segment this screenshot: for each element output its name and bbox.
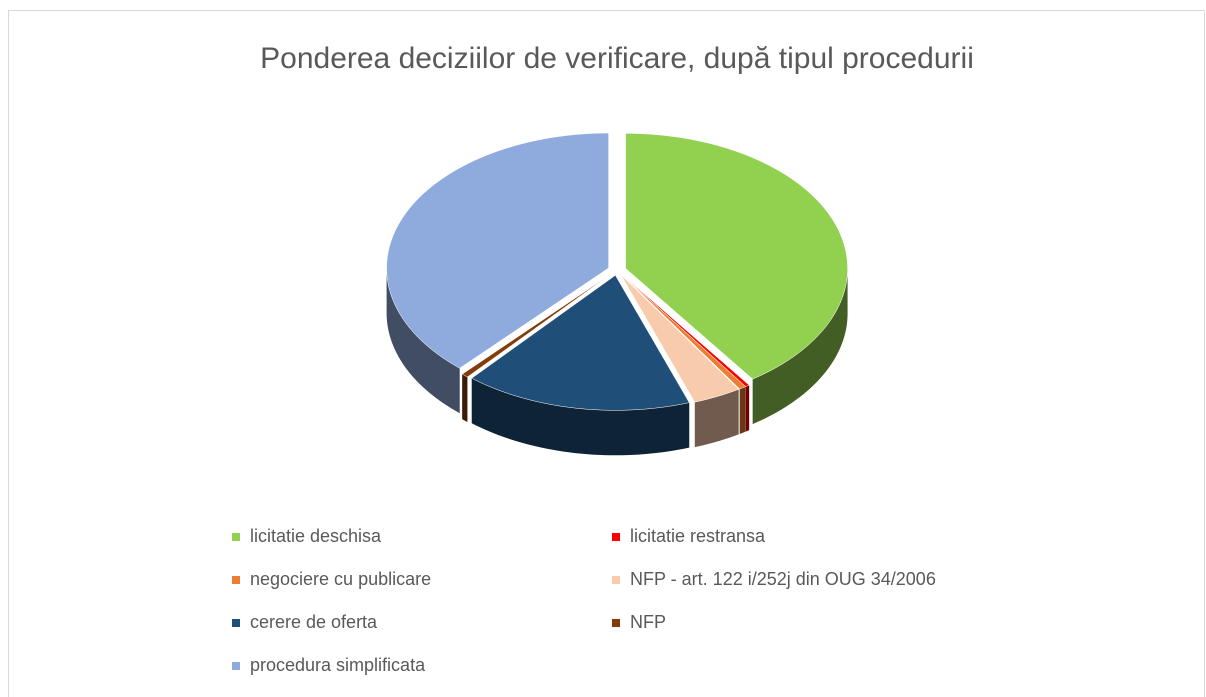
legend-label: licitatie restransa (630, 526, 766, 546)
slice-side (694, 389, 739, 448)
legend-label: cerere de oferta (250, 612, 378, 632)
slice-side (739, 386, 746, 434)
legend-swatch (232, 619, 240, 627)
slice-side (462, 374, 468, 422)
slice-side (386, 268, 460, 414)
legend-swatch (612, 576, 620, 584)
legend-label: negociere cu publicare (250, 569, 431, 589)
legend-label: NFP - art. 122 i/252j din OUG 34/2006 (630, 569, 936, 589)
legend-swatch (612, 619, 620, 627)
legend-label: licitatie deschisa (250, 526, 382, 546)
legend-label: NFP (630, 612, 666, 632)
slice (461, 273, 612, 378)
slice-side (745, 385, 750, 432)
slice (620, 274, 740, 403)
chart-title: Ponderea deciziilor de verificare, după … (260, 42, 974, 75)
legend-swatch (232, 662, 240, 670)
slice (471, 274, 690, 411)
slice-side (752, 268, 848, 425)
legend-swatch (232, 576, 240, 584)
legend-swatch (232, 533, 240, 541)
legend-swatch (612, 533, 620, 541)
slice (625, 133, 848, 380)
legend-label: procedura simplificata (250, 655, 426, 675)
slice (621, 274, 746, 390)
slice-side (471, 378, 690, 456)
slice (386, 132, 609, 369)
